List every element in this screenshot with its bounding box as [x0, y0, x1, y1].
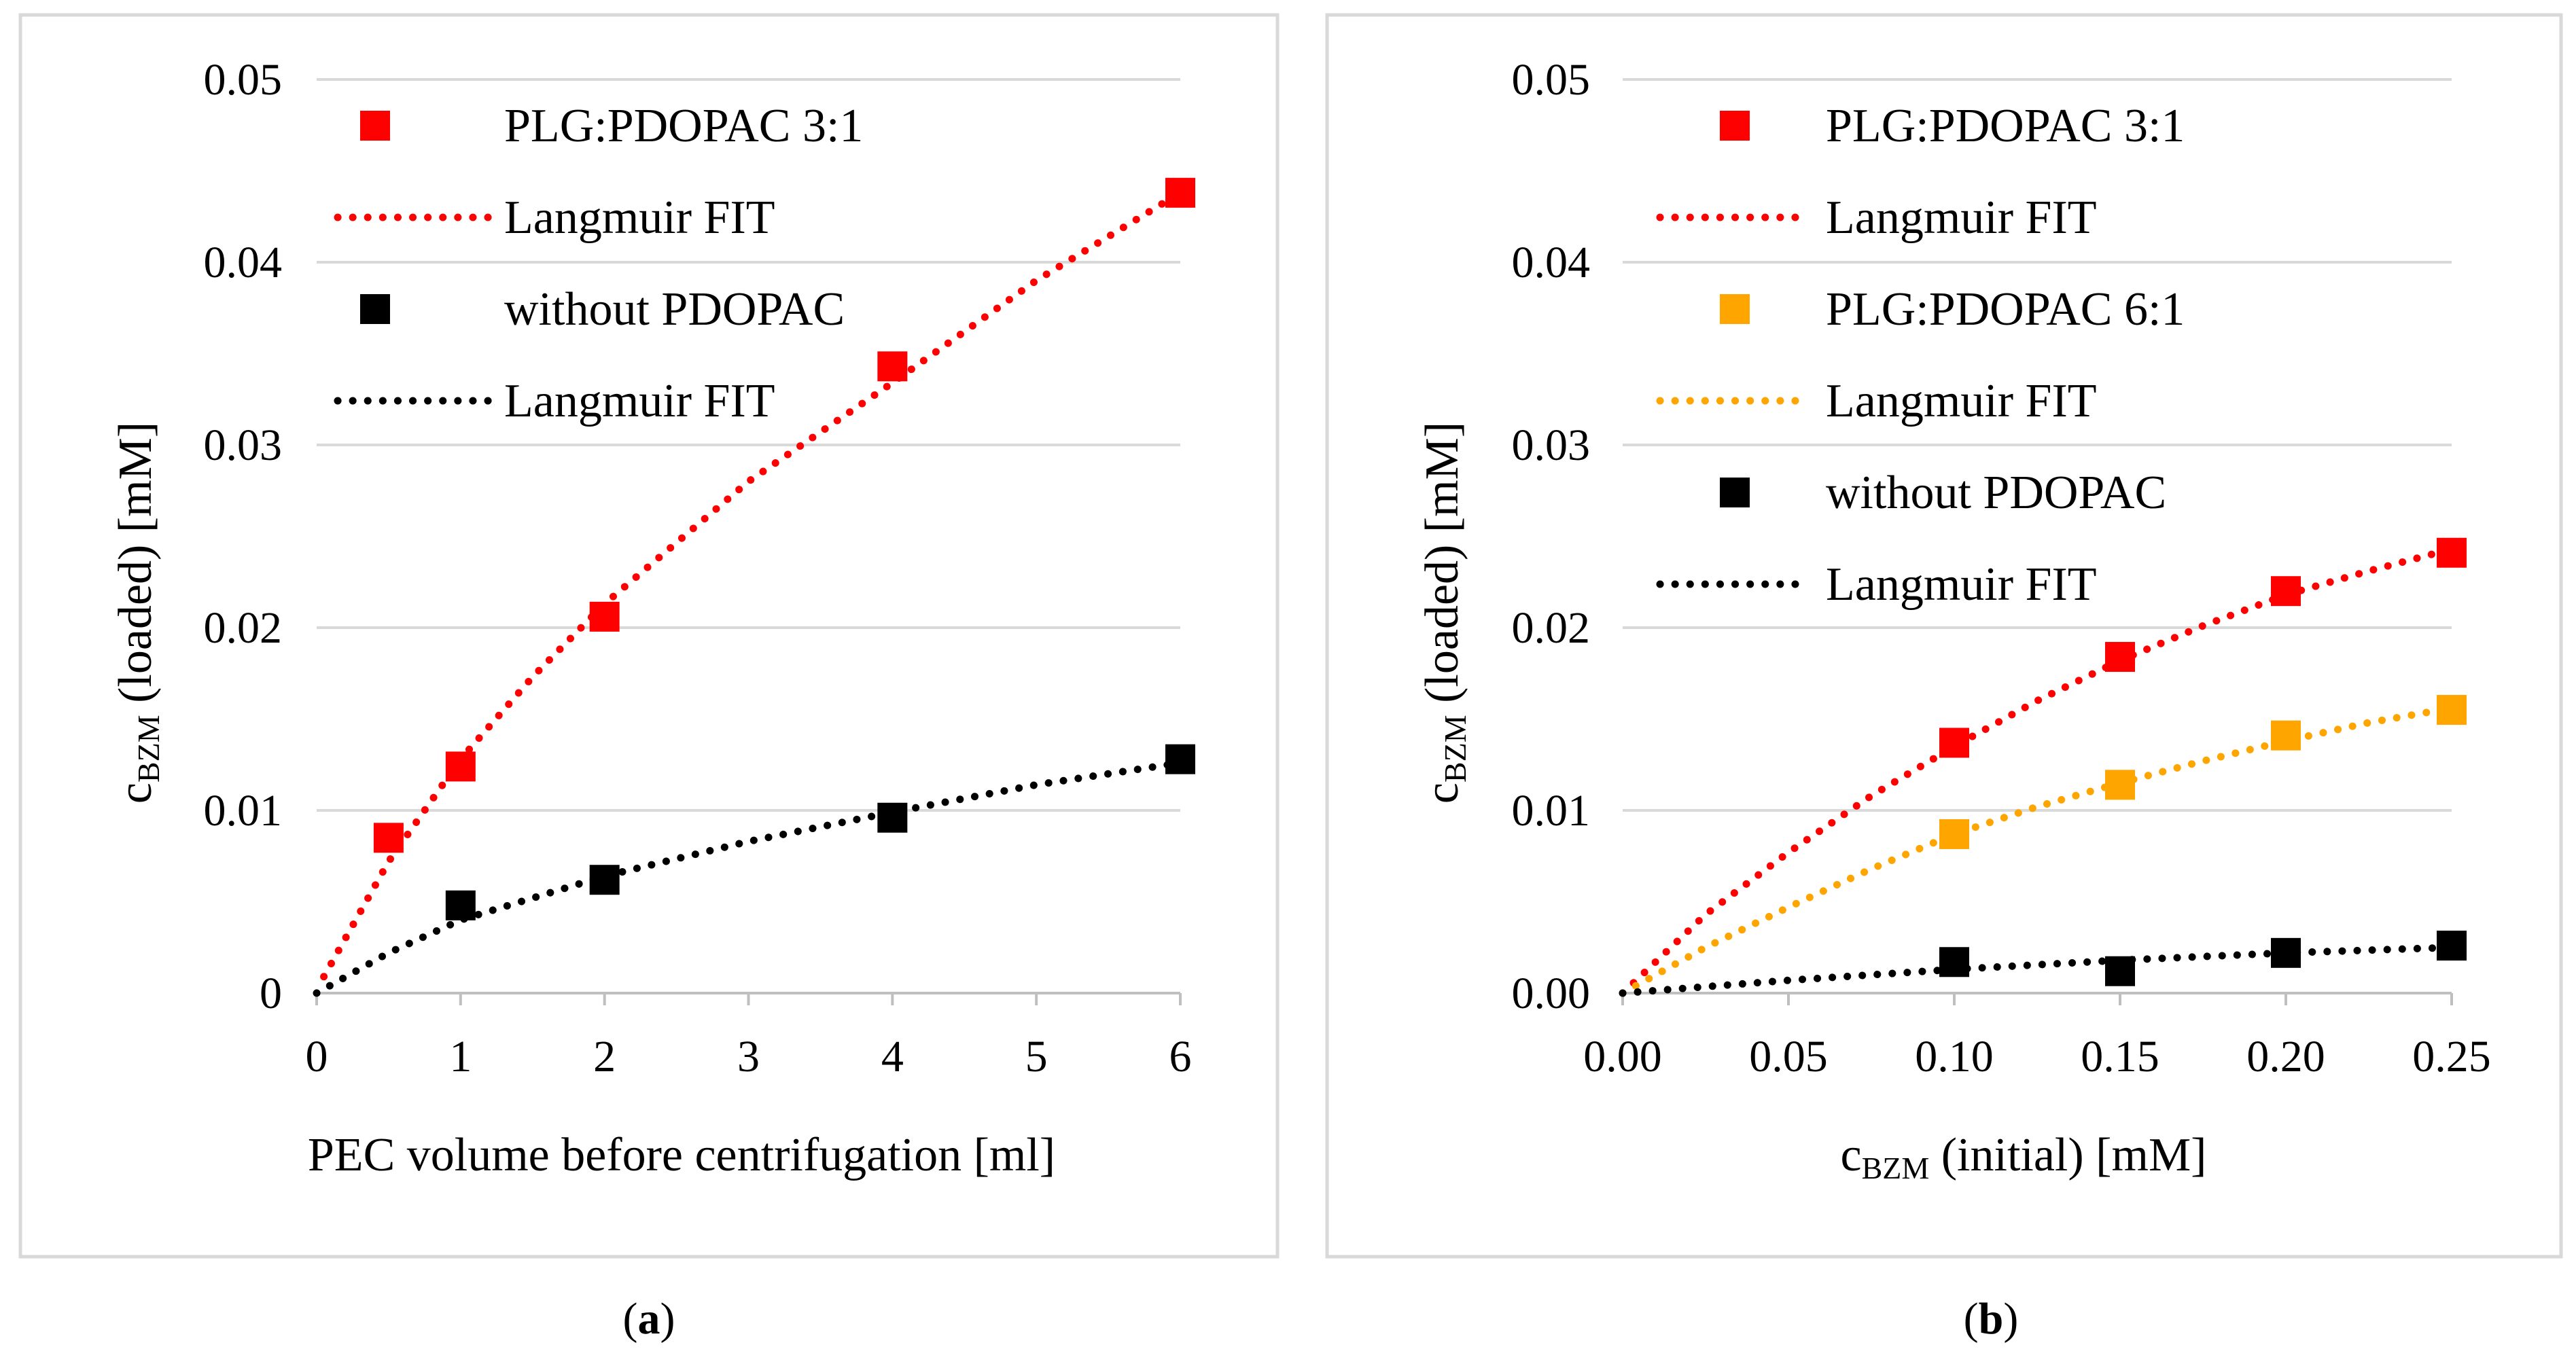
x-tick-label: 0.05	[1749, 1032, 1828, 1081]
data-point	[877, 351, 908, 382]
fit-line-5	[1619, 944, 2456, 997]
panel-a-caption: (a)	[623, 1294, 675, 1344]
data-point	[373, 823, 404, 853]
data-point	[2437, 931, 2467, 961]
legend-marker-swatch	[1720, 111, 1750, 141]
legend-marker-swatch	[1720, 294, 1750, 324]
y-tick-label: 0.05	[204, 55, 283, 105]
panel-b-x-axis-label: cBZM (initial) [mM]	[1840, 1129, 2206, 1185]
x-tick-label: 0.15	[2081, 1032, 2159, 1081]
data-point	[445, 751, 476, 782]
data-point	[2437, 537, 2467, 568]
data-point	[2437, 695, 2467, 725]
y-tick-label: 0.02	[1512, 603, 1591, 653]
legend-label: PLG:PDOPAC 6:1	[1826, 283, 2185, 336]
y-tick-label: 0.05	[1512, 55, 1591, 105]
panel-a-x-axis-label: PEC volume before centrifugation [ml]	[308, 1129, 1055, 1181]
panel-b-caption: (b)	[1964, 1294, 2019, 1344]
data-point	[2271, 720, 2301, 751]
panel-a-gridlines	[315, 78, 1182, 1005]
panel-a-markers	[373, 177, 1195, 920]
legend-marker-swatch	[360, 111, 390, 141]
data-point	[2105, 770, 2135, 800]
x-tick-label: 0	[306, 1032, 328, 1081]
panel-a-y-tick-labels: 0 0.01 0.02 0.03 0.04 0.05	[204, 55, 283, 1018]
panel-a: 0 0.01 0.02 0.03 0.04 0.05 0 1 2 3 4 5 6 PLG:PDOPAC…	[18, 13, 1280, 1344]
panel-b-gridlines	[1621, 78, 2453, 1005]
data-point	[2271, 576, 2301, 607]
data-point	[2105, 956, 2135, 986]
data-point	[1939, 947, 1969, 977]
data-point	[589, 865, 620, 895]
panel-b-y-axis-label: cBZM (loaded) [mM]	[1416, 422, 1472, 804]
legend-label: Langmuir FIT	[1826, 375, 2097, 427]
y-tick-label: 0.04	[1512, 238, 1591, 287]
x-tick-label: 0.10	[1915, 1032, 1994, 1081]
legend-label: without PDOPAC	[504, 283, 845, 336]
legend-label: PLG:PDOPAC 3:1	[504, 100, 863, 152]
x-tick-label: 6	[1169, 1032, 1192, 1081]
panel-b-y-tick-labels: 0.00 0.01 0.02 0.03 0.04 0.05	[1512, 55, 1591, 1018]
data-point	[1165, 744, 1195, 774]
legend-label: without PDOPAC	[1826, 467, 2166, 519]
y-tick-label: 0.01	[204, 786, 283, 836]
x-tick-label: 2	[593, 1032, 616, 1081]
data-point	[1165, 177, 1195, 208]
data-point	[1939, 819, 1969, 849]
y-tick-label: 0	[260, 969, 282, 1018]
data-point	[1939, 728, 1969, 758]
y-tick-label: 0.04	[204, 238, 283, 287]
legend-label: Langmuir FIT	[504, 192, 775, 244]
x-tick-label: 0.20	[2246, 1032, 2325, 1081]
y-tick-label: 0.01	[1512, 786, 1591, 836]
data-point	[445, 890, 476, 920]
x-tick-label: 0.00	[1583, 1032, 1662, 1081]
x-tick-label: 5	[1025, 1032, 1048, 1081]
panel-b-frame	[1325, 13, 2563, 1259]
legend-label: PLG:PDOPAC 3:1	[1826, 100, 2185, 152]
panel-a-legend: PLG:PDOPAC 3:1 Langmuir FIT without PDOPAC…	[334, 100, 863, 427]
panel-a-x-tick-labels: 0 1 2 3 4 5 6	[306, 1032, 1192, 1081]
data-point	[589, 601, 620, 632]
panel-b-x-tick-labels: 0.00 0.05 0.10 0.15 0.20 0.25	[1583, 1032, 2491, 1081]
panel-b: 0.00 0.01 0.02 0.03 0.04 0.05 0.00 0.05 0.10 0.1…	[1325, 13, 2563, 1344]
y-tick-label: 0.02	[204, 603, 283, 653]
y-tick-label: 0.03	[1512, 420, 1591, 470]
x-tick-label: 0.25	[2412, 1032, 2491, 1081]
data-point	[2105, 642, 2135, 672]
legend-label: Langmuir FIT	[1826, 192, 2097, 244]
legend-marker-swatch	[1720, 478, 1750, 507]
panel-a-frame	[18, 13, 1280, 1259]
panel-b-fits	[1619, 545, 2456, 997]
panel-b-legend: PLG:PDOPAC 3:1 Langmuir FIT PLG:PDOPAC 6:1…	[1656, 100, 2185, 611]
legend-label: Langmuir FIT	[504, 375, 775, 427]
panel-b-markers	[1939, 537, 2467, 986]
y-tick-label: 0.03	[204, 420, 283, 470]
data-point	[2271, 937, 2301, 968]
panel-a-y-axis-label: cBZM (loaded) [mM]	[109, 422, 166, 804]
y-tick-label: 0.00	[1512, 969, 1591, 1018]
x-tick-label: 1	[449, 1032, 472, 1081]
fit-line-1	[1619, 545, 2456, 997]
data-point	[877, 802, 908, 833]
legend-marker-swatch	[360, 294, 390, 324]
x-tick-label: 4	[881, 1032, 904, 1081]
legend-label: Langmuir FIT	[1826, 558, 2097, 611]
x-tick-label: 3	[737, 1032, 760, 1081]
